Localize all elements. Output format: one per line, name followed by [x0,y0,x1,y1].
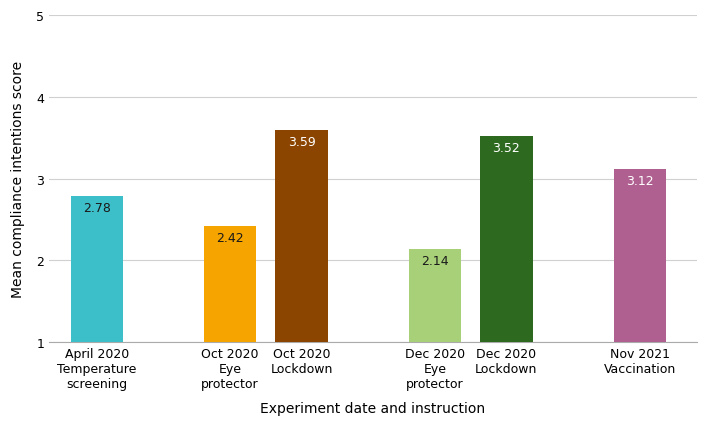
Text: 2.78: 2.78 [83,202,110,215]
Bar [480,137,532,342]
Text: 2.14: 2.14 [421,254,449,267]
Text: 2.42: 2.42 [216,231,244,244]
Bar [71,197,123,342]
Text: 3.12: 3.12 [626,174,653,187]
X-axis label: Experiment date and instruction: Experiment date and instruction [261,401,486,415]
Y-axis label: Mean compliance intentions score: Mean compliance intentions score [11,61,25,297]
Bar [275,131,328,342]
Bar [204,226,256,342]
Bar [614,169,666,342]
Bar [409,249,461,342]
Text: 3.52: 3.52 [493,141,520,155]
Text: 3.59: 3.59 [287,136,315,149]
